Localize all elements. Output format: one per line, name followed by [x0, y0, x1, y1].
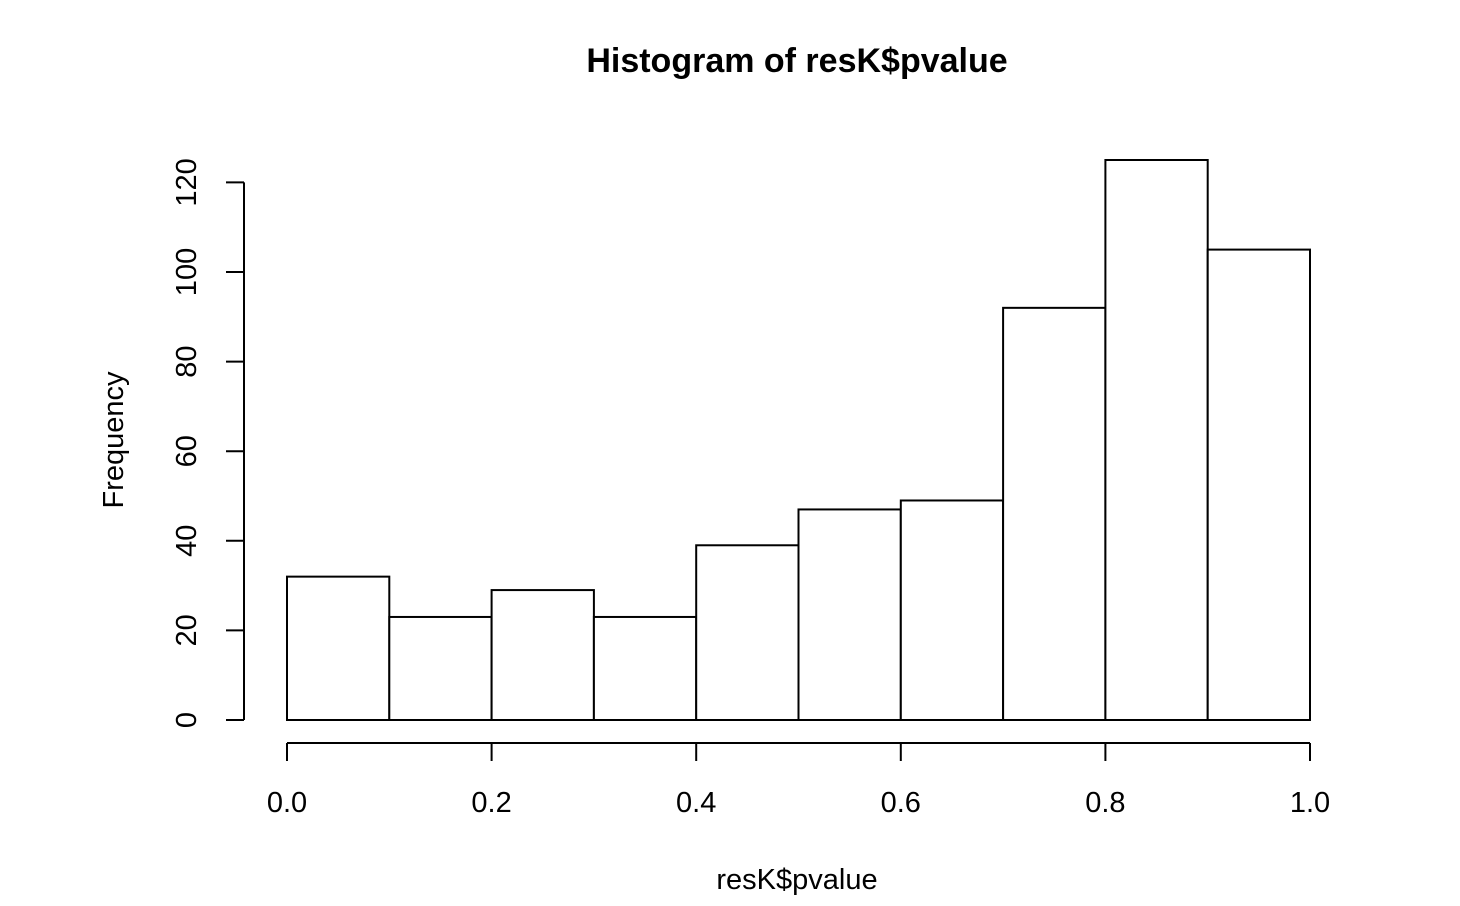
y-tick-label-3: 60: [171, 435, 203, 467]
histogram-bar-6: [899, 499, 1005, 722]
histogram-bar-2: [490, 589, 595, 722]
histogram-bar-1: [388, 615, 493, 722]
histogram-bar-3: [592, 615, 698, 722]
y-tick-label-2: 40: [171, 525, 203, 557]
x-tick-label-1: 0.2: [471, 787, 511, 819]
y-tick-label-6: 120: [171, 158, 203, 206]
x-tick-label-0: 0.0: [267, 787, 307, 819]
x-tick-label-4: 0.8: [1085, 787, 1125, 819]
y-axis-label: Frequency: [98, 371, 130, 509]
histogram-bar-9: [1206, 248, 1311, 721]
histogram-bar-5: [797, 508, 902, 721]
y-tick-label-0: 0: [171, 712, 203, 728]
chart-title: Histogram of resK$pvalue: [586, 42, 1007, 80]
x-axis-ticks: 0.0 0.2 0.4 0.6 0.8 1.0: [267, 743, 1330, 819]
histogram-bar-0: [286, 575, 391, 722]
x-tick-label-3: 0.6: [881, 787, 921, 819]
y-tick-label-4: 80: [171, 345, 203, 377]
x-axis-label: resK$pvalue: [716, 864, 877, 896]
histogram-bar-4: [695, 544, 800, 722]
y-tick-label-5: 100: [171, 248, 203, 296]
x-tick-label-2: 0.4: [676, 787, 716, 819]
y-axis-ticks: 0 20 40 60 80 100 120: [171, 158, 244, 728]
x-tick-label-5: 1.0: [1290, 787, 1330, 819]
histogram-bar-7: [1002, 306, 1107, 721]
bars-group: [286, 159, 1311, 722]
y-tick-label-1: 20: [171, 614, 203, 646]
histogram-bar-8: [1104, 159, 1209, 721]
